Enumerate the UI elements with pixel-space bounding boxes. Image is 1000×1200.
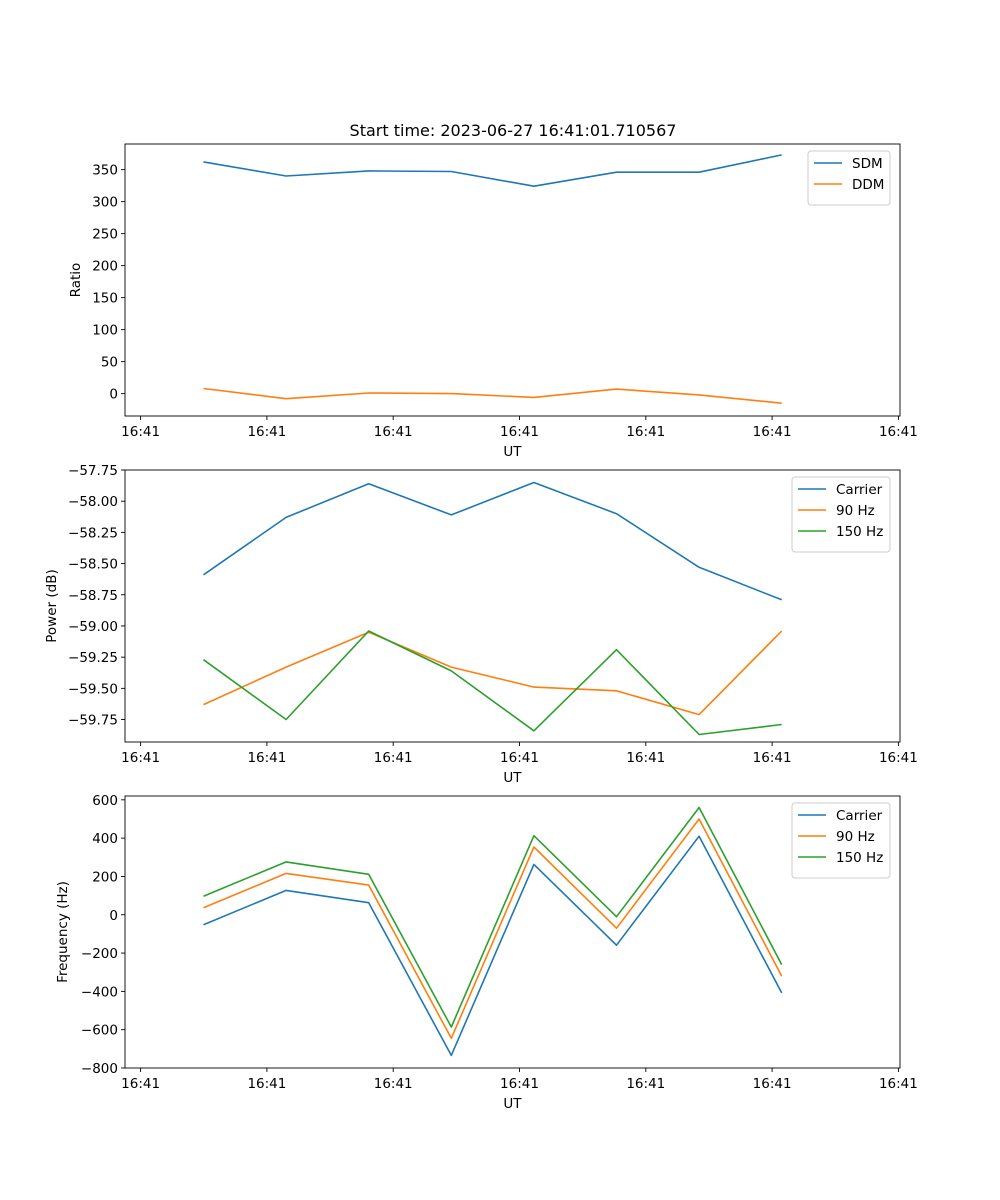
- x-tick-label: 16:41: [121, 750, 160, 766]
- x-tick-label: 16:41: [879, 424, 918, 440]
- series-line-carrier: [203, 481, 782, 601]
- y-tick-label: 300: [92, 195, 118, 211]
- legend-label-carrier: Carrier: [836, 482, 883, 498]
- legend-label-90-hz: 90 Hz: [836, 829, 875, 845]
- y-tick-label: 350: [92, 163, 118, 179]
- legend-label-150-hz: 150 Hz: [836, 524, 883, 540]
- y-tick-label: −400: [81, 984, 118, 1000]
- x-axis-label: UT: [503, 444, 522, 460]
- x-tick-label: 16:41: [626, 750, 665, 766]
- x-tick-label: 16:41: [753, 1076, 792, 1092]
- y-tick-label: 50: [101, 355, 118, 371]
- y-tick-label: −800: [81, 1061, 118, 1077]
- series-line-90-hz: [203, 818, 783, 1040]
- legend-box: [807, 150, 891, 206]
- legend-label-sdm: SDM: [852, 156, 883, 172]
- legend-box: [791, 802, 891, 879]
- legend-label-ddm: DDM: [852, 177, 884, 193]
- x-tick-label: 16:41: [500, 750, 539, 766]
- legend-label-90-hz: 90 Hz: [836, 503, 875, 519]
- legend: Carrier 90 Hz 150 Hz: [791, 476, 891, 553]
- y-tick-label: 600: [92, 793, 118, 809]
- x-tick-label: 16:41: [247, 424, 286, 440]
- y-tick-label: −59.50: [68, 681, 118, 697]
- x-tick-label: 16:41: [626, 1076, 665, 1092]
- x-tick-label: 16:41: [753, 750, 792, 766]
- y-tick-label: 200: [92, 869, 118, 885]
- y-axis-label: Power (dB): [44, 569, 60, 642]
- y-axis-label: Frequency (Hz): [55, 881, 71, 983]
- x-tick-label: 16:41: [500, 1076, 539, 1092]
- y-tick-label: 200: [92, 259, 118, 275]
- y-tick-label: −58.50: [68, 557, 118, 573]
- x-axis-label: UT: [503, 770, 522, 786]
- y-tick-label: 100: [92, 323, 118, 339]
- legend-box: [791, 476, 891, 553]
- figure-title: Start time: 2023-06-27 16:41:01.710567: [350, 121, 677, 140]
- x-axis-label: UT: [503, 1096, 522, 1112]
- legend-label-carrier: Carrier: [836, 808, 883, 824]
- series-line-carrier: [203, 835, 783, 1057]
- y-tick-label: 250: [92, 227, 118, 243]
- y-tick-label: −58.75: [68, 588, 118, 604]
- y-tick-label: −59.25: [68, 650, 118, 666]
- series-line-ddm: [203, 387, 782, 404]
- legend: SDM DDM: [807, 150, 891, 206]
- panel-ratio: 0 50 100 150 200 250 300 350 16:41 16:41 16:41 16:4…: [68, 143, 918, 460]
- x-tick-label: 16:41: [500, 424, 539, 440]
- x-tick-label: 16:41: [879, 1076, 918, 1092]
- x-tick-label: 16:41: [374, 1076, 413, 1092]
- series-line-sdm: [203, 154, 782, 187]
- y-tick-label: −59.75: [68, 713, 118, 729]
- series-line-150-hz: [203, 806, 783, 1028]
- y-tick-label: −57.75: [68, 463, 118, 479]
- y-tick-label: 400: [92, 831, 118, 847]
- y-tick-label: 0: [109, 387, 118, 403]
- panel-power: −59.75 −59.50 −59.25 −59.00 −58.75 −58.50 −58.…: [44, 463, 918, 786]
- x-tick-label: 16:41: [626, 424, 665, 440]
- axes-frame: [124, 143, 901, 417]
- legend-label-150-hz: 150 Hz: [836, 850, 883, 866]
- x-tick-label: 16:41: [121, 424, 160, 440]
- y-axis-label: Ratio: [68, 263, 84, 298]
- y-tick-label: −59.00: [68, 619, 118, 635]
- x-tick-label: 16:41: [374, 424, 413, 440]
- x-tick-label: 16:41: [247, 1076, 286, 1092]
- axes-frame: [124, 469, 901, 743]
- series-line-150-hz: [203, 630, 782, 736]
- legend: Carrier 90 Hz 150 Hz: [791, 802, 891, 879]
- y-tick-label: 0: [109, 908, 118, 924]
- y-tick-label: 150: [92, 291, 118, 307]
- y-tick-label: −58.25: [68, 525, 118, 541]
- axes-frame: [124, 795, 901, 1069]
- series-line-90-hz: [203, 630, 783, 716]
- panel-frequency: −800 −600 −400 −200 0 200 400 600 16:41 16:41 16:4…: [55, 793, 918, 1112]
- y-tick-label: −200: [81, 946, 118, 962]
- x-tick-label: 16:41: [753, 424, 792, 440]
- x-tick-label: 16:41: [121, 1076, 160, 1092]
- y-tick-label: −600: [81, 1023, 118, 1039]
- x-tick-label: 16:41: [374, 750, 413, 766]
- x-tick-label: 16:41: [879, 750, 918, 766]
- x-tick-label: 16:41: [247, 750, 286, 766]
- y-tick-label: −58.00: [68, 494, 118, 510]
